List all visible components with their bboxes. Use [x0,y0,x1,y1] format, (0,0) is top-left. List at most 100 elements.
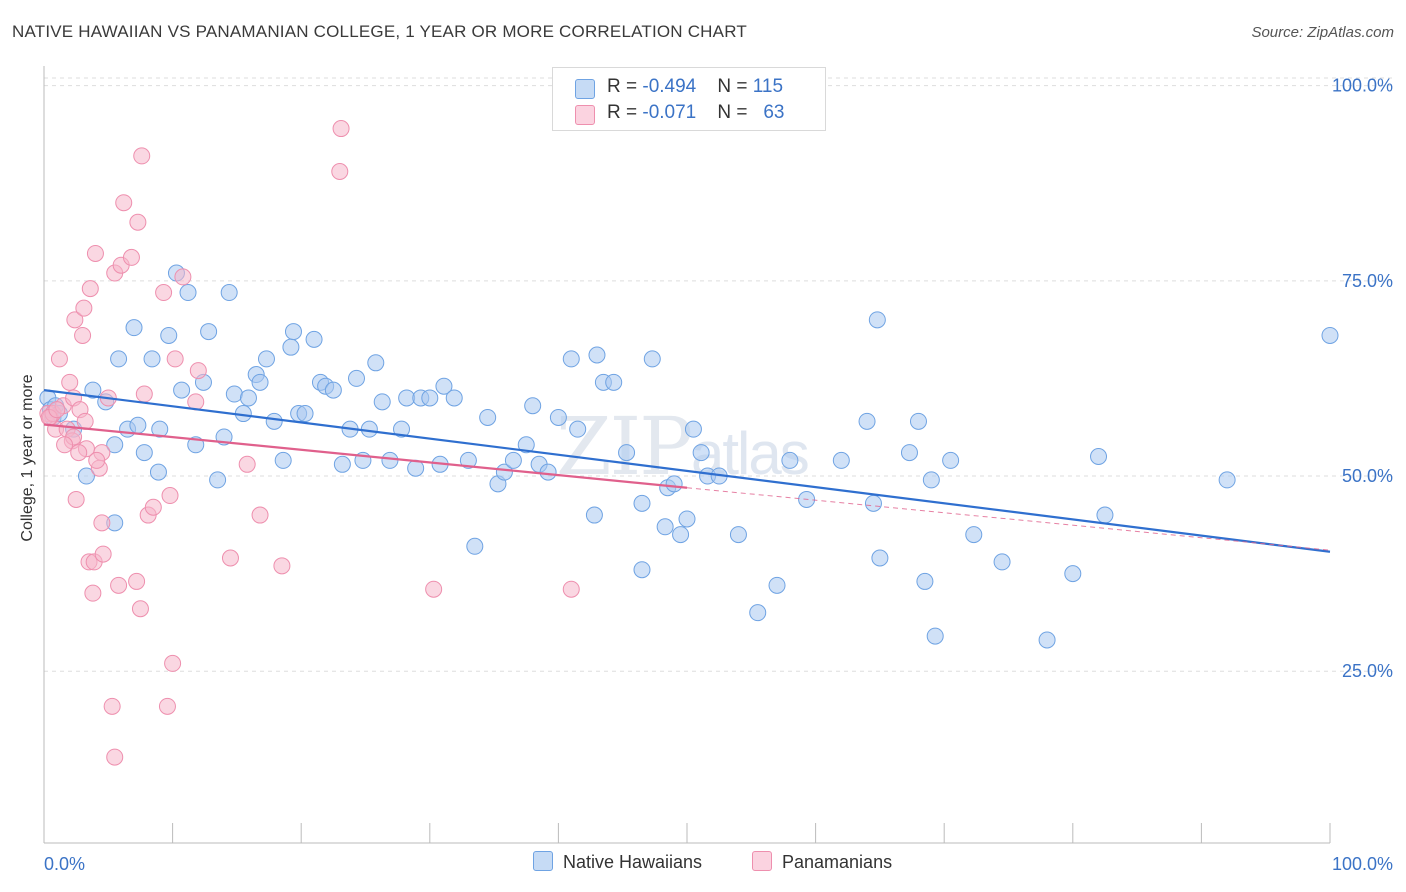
native-hawaiians-point [360,420,378,438]
panamanians-point [133,147,151,165]
n-value: 63 [763,102,785,123]
native-hawaiians-point [135,444,153,462]
native-hawaiians-point [305,330,323,348]
legend-item-panamanians[interactable]: Panamanians [752,851,892,873]
stats-legend: R = -0.494 N = 115 R = -0.071 N = 63 [552,67,826,131]
native-hawaiians-point [160,326,178,344]
native-hawaiians-point [965,526,983,544]
native-hawaiians-point [585,506,603,524]
native-hawaiians-point [672,526,690,544]
native-hawaiians-point [942,451,960,469]
native-hawaiians-point [435,377,453,395]
native-hawaiians-point [562,350,580,368]
panamanians-point [74,326,92,344]
panamanians-point [110,576,128,594]
native-hawaiians-point [665,475,683,493]
native-hawaiians-point [179,284,197,302]
panamanians-swatch [575,105,595,125]
native-hawaiians-point [781,451,799,469]
r-label: R = [607,102,643,123]
panamanians-point [155,284,173,302]
panamanians-trendline-dashed [686,487,1331,551]
panamanians-point [158,697,176,715]
native-hawaiians-point [347,369,365,387]
native-hawaiians-point [517,436,535,454]
native-hawaiians-point [284,323,302,341]
panamanians-point [128,572,146,590]
native-hawaiians-point [692,444,710,462]
native-hawaiians-point [257,350,275,368]
native-hawaiians-point [479,408,497,426]
panamanians-point [129,213,147,231]
native-hawaiians-point [421,389,439,407]
panamanians-point [70,444,88,462]
native-hawaiians-point [459,451,477,469]
native-hawaiians-point [324,381,342,399]
panamanians-point [48,401,66,419]
panamanians-point [67,490,85,508]
native-hawaiians-point [504,451,522,469]
native-hawaiians-point [909,412,927,430]
native-hawaiians-point [367,354,385,372]
panamanians-point [106,748,124,766]
panamanians-point [562,580,580,598]
y-axis-label: College, 1 year or more [19,374,36,542]
native-hawaiians-point [1038,631,1056,649]
r-label: R = [607,76,643,97]
native-hawaiians-point [445,389,463,407]
native-hawaiians-point [832,451,850,469]
r-value: -0.494 [642,76,697,97]
source-label: Source: ZipAtlas.com [1251,24,1394,41]
native-hawaiians-point [373,393,391,411]
panamanians-legend-swatch [752,851,772,871]
panamanians-point [331,163,349,181]
native-hawaiians-point [871,549,889,567]
n-label: N = [717,102,753,123]
native-hawaiians-point [864,494,882,512]
native-hawaiians-point [858,412,876,430]
panamanians-point [56,436,74,454]
panamanians-point [135,385,153,403]
panamanians-point [161,487,179,505]
panamanians-point [251,506,269,524]
panamanians-point [174,268,192,286]
panamanians-point [144,498,162,516]
native-hawaiians-point [618,444,636,462]
panamanians-point [166,350,184,368]
native-hawaiians-point [678,510,696,528]
native-hawaiians-point [106,436,124,454]
native-hawaiians-point [220,284,238,302]
legend-label: Panamanians [782,852,893,872]
native-hawaiians-point [768,576,786,594]
panamanians-point [131,600,149,618]
panamanians-point [61,373,79,391]
native-hawaiians-point [1090,448,1108,465]
legend-item-native-hawaiians[interactable]: Native Hawaiians [533,851,702,873]
native-hawaiians-point [393,420,411,438]
native-hawaiians-point [381,451,399,469]
panamanians-point [164,654,182,672]
native-hawaiians-point [125,319,143,337]
native-hawaiians-point [282,338,300,356]
native-hawaiians-point [729,526,747,544]
native-hawaiians-point [209,471,227,489]
native-hawaiians-point [684,420,702,438]
native-hawaiians-point [749,604,767,622]
native-hawaiians-legend-swatch [533,851,553,871]
native-hawaiians-trendline [43,389,1331,553]
native-hawaiians-point [926,627,944,645]
chart-title: NATIVE HAWAIIAN VS PANAMANIAN COLLEGE, 1… [12,22,747,41]
native-hawaiians-point [643,350,661,368]
r-value: -0.071 [642,102,697,123]
native-hawaiians-point [1096,506,1114,524]
native-hawaiians-point [539,463,557,481]
panamanians-point [50,350,68,368]
native-hawaiians-point [633,494,651,512]
native-hawaiians-point [265,412,283,430]
native-hawaiians-point [993,553,1011,571]
native-hawaiians-point [173,381,191,399]
native-hawaiians-point [398,389,416,407]
panamanians-point [93,514,111,532]
native-hawaiians-point [239,389,257,407]
native-hawaiians-point [900,444,918,462]
